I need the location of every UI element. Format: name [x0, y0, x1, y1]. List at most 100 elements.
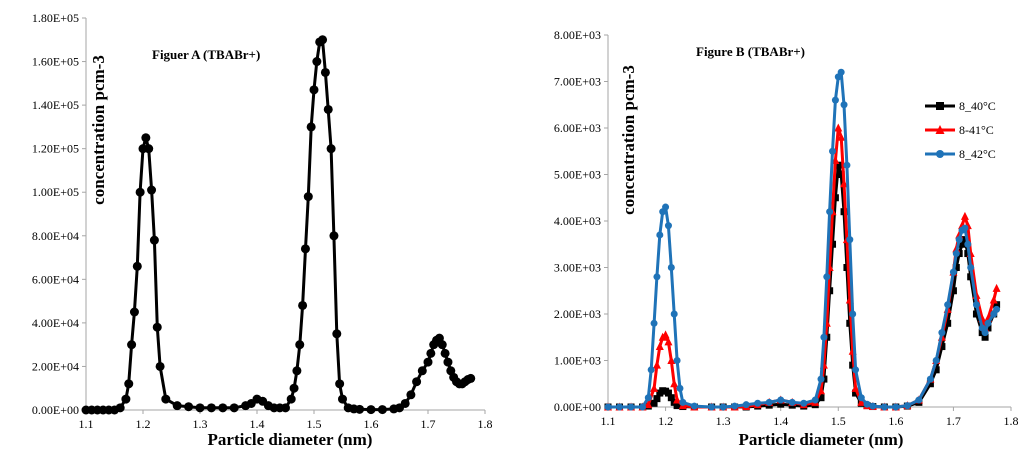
- data-point: [811, 396, 819, 404]
- data-point: [656, 231, 664, 239]
- data-point: [869, 402, 877, 410]
- data-point: [355, 404, 365, 414]
- data-point: [932, 366, 940, 374]
- data-point: [837, 132, 846, 141]
- data-point: [817, 375, 825, 383]
- data-point: [652, 360, 661, 369]
- data-point: [731, 402, 739, 410]
- data-point: [676, 384, 684, 392]
- data-point: [144, 144, 154, 154]
- data-point: [961, 224, 969, 232]
- data-point: [926, 380, 934, 388]
- x-tick-label: 1.5: [831, 414, 846, 428]
- data-point: [754, 399, 762, 407]
- data-point: [206, 403, 216, 413]
- data-point: [300, 244, 310, 254]
- data-point: [627, 403, 635, 411]
- data-point: [679, 398, 687, 406]
- data-point: [172, 401, 182, 411]
- data-point: [993, 305, 1001, 313]
- y-tick-label: 6.00E+03: [554, 121, 601, 135]
- data-point: [742, 401, 750, 409]
- data-point: [644, 400, 653, 409]
- y-tick-label: 1.80E+05: [32, 11, 79, 25]
- data-point: [829, 147, 837, 155]
- x-tick-label: 1.1: [79, 417, 94, 431]
- data-point: [332, 329, 342, 339]
- legend-marker: [935, 125, 945, 134]
- data-point: [218, 403, 228, 413]
- y-tick-label: 0.00E+00: [32, 403, 79, 417]
- data-point: [826, 208, 834, 216]
- data-point: [863, 400, 871, 408]
- data-point: [406, 390, 416, 400]
- data-point: [846, 236, 854, 244]
- data-point: [161, 394, 171, 404]
- data-point: [843, 161, 851, 169]
- x-tick-label: 1.4: [773, 414, 788, 428]
- data-point: [639, 403, 647, 411]
- data-point: [834, 161, 842, 169]
- data-point: [377, 405, 387, 415]
- data-point: [992, 283, 1001, 292]
- data-point: [972, 310, 980, 318]
- data-point: [961, 236, 969, 244]
- data-point: [647, 366, 655, 374]
- data-point: [664, 222, 672, 230]
- data-point: [857, 397, 866, 406]
- data-point: [653, 395, 661, 403]
- data-point: [837, 68, 845, 76]
- data-point: [667, 394, 675, 402]
- data-point: [655, 342, 664, 351]
- data-point: [132, 261, 142, 271]
- data-point: [329, 231, 339, 241]
- data-point: [938, 329, 946, 337]
- y-tick-label: 1.00E+05: [32, 185, 79, 199]
- data-point: [667, 356, 676, 364]
- data-point: [650, 399, 658, 407]
- data-point: [124, 379, 134, 389]
- data-point: [195, 403, 205, 413]
- data-point: [306, 122, 316, 132]
- data-point: [765, 398, 773, 406]
- data-point: [670, 379, 679, 388]
- data-point: [673, 402, 681, 410]
- data-point: [141, 133, 151, 143]
- y-tick-label: 8.00E+03: [554, 28, 601, 42]
- series-8-40-C: [604, 161, 1001, 411]
- data-point: [127, 340, 137, 350]
- x-tick-label: 1.6: [888, 414, 903, 428]
- x-tick-label: 1.7: [421, 417, 436, 431]
- data-point: [944, 301, 952, 309]
- series-0: [81, 35, 476, 415]
- data-point: [993, 301, 1001, 309]
- data-point: [837, 171, 845, 178]
- x-tick-label: 1.3: [716, 414, 731, 428]
- series-8-42-C: [604, 68, 1001, 411]
- data-point: [777, 396, 785, 404]
- data-point: [989, 295, 998, 304]
- data-point: [852, 389, 860, 397]
- data-point: [829, 240, 837, 248]
- data-point: [880, 403, 888, 411]
- y-tick-label: 4.00E+04: [32, 316, 79, 330]
- data-point: [817, 386, 826, 395]
- data-point: [326, 144, 336, 154]
- data-point: [817, 394, 825, 402]
- series-8-41-C: [604, 123, 1001, 411]
- data-point: [851, 383, 860, 392]
- data-point: [903, 402, 911, 410]
- data-point: [984, 319, 992, 327]
- x-axis-label: Particle diameter (nm): [739, 430, 904, 449]
- data-point: [938, 343, 946, 351]
- data-point: [400, 398, 410, 408]
- data-point: [229, 403, 239, 413]
- data-point: [295, 340, 305, 350]
- y-tick-label: 8.00E+04: [32, 229, 79, 243]
- data-point: [949, 268, 957, 276]
- data-point: [662, 203, 670, 211]
- data-point: [840, 179, 849, 188]
- data-point: [955, 236, 963, 244]
- data-point: [949, 287, 957, 295]
- data-point: [852, 366, 860, 374]
